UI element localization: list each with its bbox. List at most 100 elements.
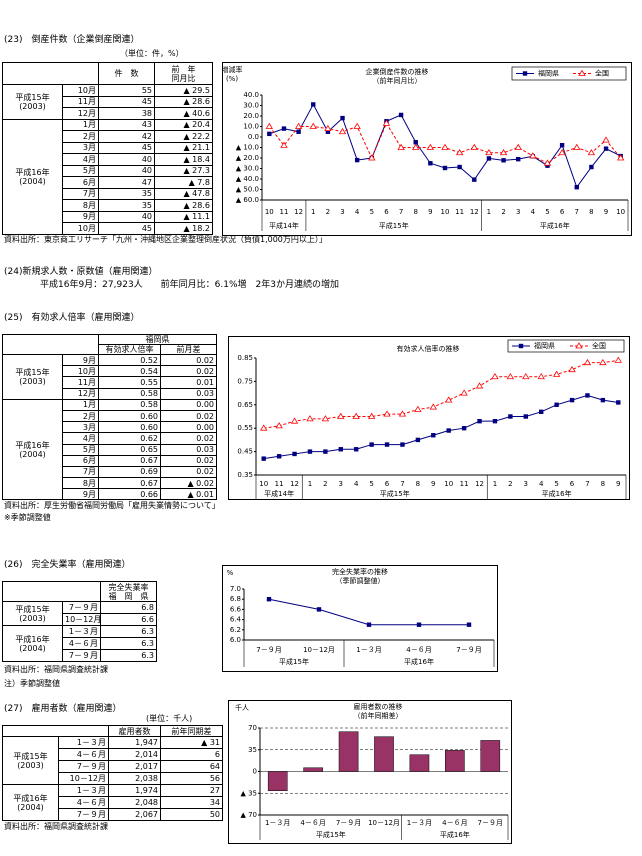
marker	[441, 143, 449, 150]
table-cell: 8月	[62, 199, 99, 212]
table-cell: 1－３月	[58, 736, 109, 749]
marker	[367, 412, 376, 419]
cell-text: (2003)	[19, 101, 46, 111]
y-tick-label: ▲ 70	[240, 811, 257, 819]
marker	[307, 449, 313, 454]
marker	[354, 157, 360, 163]
x-tick-label: 8	[413, 208, 417, 216]
y-tick-label: 7.0	[230, 585, 241, 593]
table-cell: 0.03	[160, 387, 217, 400]
x-tick-label: 1	[308, 480, 312, 488]
table-cell: 9月	[62, 488, 99, 501]
table-row: 9月 0.66 ▲ 0.01	[3, 488, 217, 501]
table-cell: 11月	[62, 95, 99, 108]
table-cell: 2,017	[108, 760, 161, 773]
marker	[397, 143, 405, 150]
marker	[529, 152, 537, 159]
chart-frame	[222, 62, 632, 236]
table-cell: 10月	[62, 222, 99, 235]
marker	[457, 164, 462, 170]
bar	[409, 754, 430, 772]
table-cell: 45	[98, 222, 155, 235]
marker	[276, 454, 282, 459]
marker	[353, 122, 361, 129]
table-cell: 0.52	[98, 353, 161, 367]
cell-text: (2004)	[19, 449, 46, 459]
x-tick-label: 7	[400, 480, 404, 488]
table-cell: ▲ 11.1	[154, 210, 213, 223]
marker	[585, 393, 590, 398]
marker	[472, 177, 477, 182]
y-tick-label: ▲ 20.0	[236, 154, 259, 162]
table-cell: 2,067	[108, 808, 161, 821]
table-cell: 0.62	[98, 432, 161, 445]
marker	[316, 607, 322, 612]
table-cell: 0.01	[160, 376, 217, 389]
chart-title: 有効求人倍率の推移	[397, 344, 460, 353]
marker	[369, 442, 374, 447]
table-cell: 0.67	[98, 454, 161, 467]
chart: 有効求人倍率の推移 0.85 0.75 0.65 0.55 0.45 0.35 平成14年 平成…	[228, 336, 630, 500]
x-tick-label: 9	[604, 208, 608, 216]
marker	[466, 622, 472, 627]
table-cell: 1月	[62, 398, 99, 411]
x-tick-label: 5	[369, 480, 373, 488]
cell-text: 前月差	[176, 345, 201, 354]
y-tick-label: ▲ 35	[240, 789, 257, 797]
x-tick-label: 11	[279, 208, 288, 216]
marker	[616, 400, 621, 405]
header-cell: 完全失業率福 岡 県	[100, 581, 157, 602]
marker	[280, 141, 288, 148]
table-cell: 0.66	[98, 488, 161, 501]
table-cell: 10月	[62, 365, 99, 378]
marker	[516, 156, 521, 162]
table-cell: 1－３月	[62, 625, 101, 638]
table-cell: 4月	[62, 153, 99, 166]
x-tick-label: 9	[616, 480, 620, 488]
x-tick-label: 7－９月	[336, 819, 361, 827]
x-tick-label: 6	[570, 480, 575, 488]
y-tick-label: 6.4	[230, 616, 242, 624]
y-tick-label: ▲ 30.0	[236, 165, 259, 173]
marker	[603, 146, 609, 151]
table-cell: 12月	[62, 387, 99, 400]
table-row: 4月 40 ▲ 18.4	[3, 153, 213, 166]
x-tick-label: 7	[399, 208, 403, 216]
table-cell: 0.00	[160, 421, 217, 434]
marker	[602, 136, 610, 143]
marker	[321, 415, 330, 422]
x-tick-label: 10	[265, 208, 274, 216]
marker	[600, 397, 606, 403]
group-label: 平成15年	[379, 221, 409, 230]
marker	[398, 112, 404, 118]
table-cell: 10－12月	[58, 772, 109, 785]
data-table: 福岡県 有効求人倍率 前月差 平成15年 (2003) 9月 0.52 0.02 10月 0.54…	[2, 334, 217, 501]
table-cell: 0.60	[98, 409, 161, 423]
legend-label: 全国	[595, 69, 609, 78]
y-tick-label: 0.55	[237, 424, 253, 432]
table-row: 平成16年 (2004) 1月 0.58 0.00	[2, 398, 217, 501]
group-label: 平成14年	[269, 221, 299, 230]
y-tick-label: 20.0	[243, 112, 259, 120]
table-cell: 34	[160, 796, 223, 809]
table-cell: 64	[160, 760, 223, 773]
table-row: 平成16年 (2004) 1月 43 ▲ 20.4	[2, 118, 213, 235]
table-cell: 40	[98, 153, 155, 166]
table-row: 平成16年 (2004) 1－３月 6.3	[2, 625, 157, 662]
table-cell: 3月	[62, 141, 99, 154]
note: 注）季節調整値	[4, 679, 60, 688]
marker	[292, 451, 297, 457]
table-cell: ▲ 20.4	[154, 118, 213, 131]
cell-text: 平成15年	[15, 604, 50, 614]
bar	[338, 731, 359, 772]
text: 平成16年9月：27,923人 前年同月比：6.1%増 2年3か月連続の増加	[40, 280, 339, 290]
x-tick-label: 5	[545, 208, 549, 216]
table-cell: 9月	[62, 353, 99, 367]
table-cell: 50	[160, 808, 223, 821]
table-row: 4－６月 2,014 6	[3, 748, 223, 761]
marker	[324, 124, 332, 131]
marker	[559, 142, 565, 148]
marker	[539, 409, 544, 415]
marker	[400, 442, 405, 447]
